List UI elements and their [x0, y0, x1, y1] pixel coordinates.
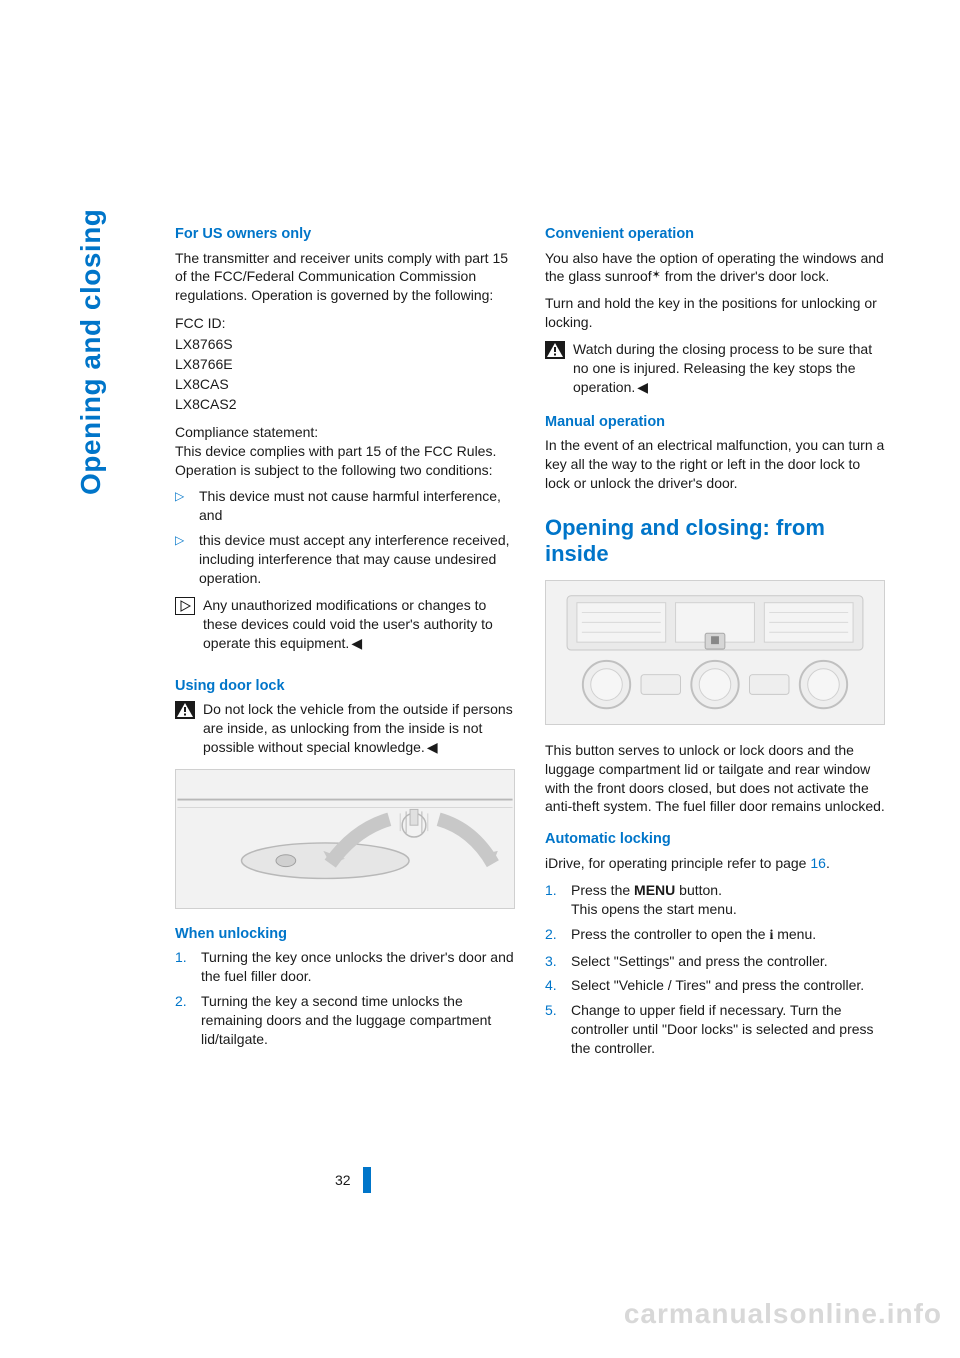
paragraph: The transmitter and receiver units compl… [175, 249, 515, 306]
list-number: 5. [545, 1001, 561, 1058]
two-column-layout: For US owners only The transmitter and r… [175, 225, 885, 1298]
page-container: Opening and closing For US owners only T… [0, 0, 960, 1358]
list-item-text: Turning the key a second time unlocks th… [201, 992, 515, 1049]
warning-text: Do not lock the vehicle from the outside… [203, 700, 515, 757]
fcc-id: LX8CAS2 [175, 394, 515, 414]
list-number: 2. [175, 992, 191, 1049]
end-mark-icon: ◀ [351, 634, 362, 653]
list-item: 2. Press the controller to open the i me… [545, 925, 885, 946]
note-icon [175, 597, 195, 615]
fcc-id-label: FCC ID: [175, 313, 515, 333]
list-item-text: this device must accept any interference… [199, 531, 515, 588]
fcc-id-block: FCC ID: LX8766S LX8766E LX8CAS LX8CAS2 [175, 313, 515, 414]
page-number: 32 [335, 1167, 371, 1193]
heading-convenient-op: Convenient operation [545, 225, 885, 245]
bullet-list: ▷ This device must not cause harmful int… [175, 487, 515, 587]
fcc-id: LX8766S [175, 334, 515, 354]
note-text: Any unauthorized modifications or change… [203, 596, 515, 653]
paragraph: Compliance statement: This device compli… [175, 423, 515, 480]
paragraph: In the event of an electrical malfunctio… [545, 436, 885, 493]
numbered-list: 1. Turning the key once unlocks the driv… [175, 948, 515, 1048]
fcc-id: LX8CAS [175, 374, 515, 394]
asterisk-icon: ✶ [652, 269, 661, 281]
paragraph: Turn and hold the key in the positions f… [545, 294, 885, 332]
heading-door-lock: Using door lock [175, 677, 515, 697]
list-item-text: Press the MENU button.This opens the sta… [571, 881, 737, 919]
list-number: 4. [545, 976, 561, 995]
warning-icon [175, 701, 195, 719]
page-number-value: 32 [335, 1172, 351, 1188]
compliance-text: This device complies with part 15 of the… [175, 443, 496, 478]
list-item: 4. Select "Vehicle / Tires" and press th… [545, 976, 885, 995]
heading-us-owners: For US owners only [175, 225, 515, 245]
heading-manual-op: Manual operation [545, 413, 885, 433]
end-mark-icon: ◀ [427, 738, 438, 757]
figure-dashboard [545, 580, 885, 725]
warning-text: Watch during the closing process to be s… [573, 340, 885, 397]
triangle-bullet-icon: ▷ [175, 487, 189, 525]
list-item: ▷ This device must not cause harmful int… [175, 487, 515, 525]
end-mark-icon: ◀ [637, 378, 648, 397]
paragraph: iDrive, for operating principle refer to… [545, 854, 885, 873]
list-number: 1. [545, 881, 561, 919]
list-item: ▷ this device must accept any interferen… [175, 531, 515, 588]
heading-when-unlocking: When unlocking [175, 925, 515, 945]
list-item-text: Turning the key once unlocks the driver'… [201, 948, 515, 986]
list-item-text: This device must not cause harmful inter… [199, 487, 515, 525]
list-item-text: Select "Settings" and press the controll… [571, 952, 828, 971]
warning-callout: Do not lock the vehicle from the outside… [175, 700, 515, 757]
page-accent-bar [363, 1167, 371, 1193]
triangle-bullet-icon: ▷ [175, 531, 189, 588]
list-item: 1. Press the MENU button.This opens the … [545, 881, 885, 919]
list-item-text: Press the controller to open the i menu. [571, 925, 816, 946]
section-side-title: Opening and closing [75, 209, 107, 495]
list-number: 1. [175, 948, 191, 986]
note-callout: Any unauthorized modifications or change… [175, 596, 515, 653]
list-item: 2. Turning the key a second time unlocks… [175, 992, 515, 1049]
list-number: 2. [545, 925, 561, 946]
list-number: 3. [545, 952, 561, 971]
list-item: 1. Turning the key once unlocks the driv… [175, 948, 515, 986]
paragraph: You also have the option of operating th… [545, 249, 885, 287]
list-item-text: Change to upper field if necessary. Turn… [571, 1001, 885, 1058]
heading-major-inside: Opening and closing: from inside [545, 515, 885, 568]
left-column: For US owners only The transmitter and r… [175, 225, 515, 1298]
right-column: Convenient operation You also have the o… [545, 225, 885, 1298]
warning-callout: Watch during the closing process to be s… [545, 340, 885, 397]
paragraph: This button serves to unlock or lock doo… [545, 741, 885, 817]
fcc-id: LX8766E [175, 354, 515, 374]
heading-auto-locking: Automatic locking [545, 830, 885, 850]
watermark-text: carmanualsonline.info [624, 1298, 942, 1330]
numbered-list: 1. Press the MENU button.This opens the … [545, 881, 885, 1058]
warning-icon [545, 341, 565, 359]
compliance-label: Compliance statement: [175, 424, 318, 440]
list-item-text: Select "Vehicle / Tires" and press the c… [571, 976, 864, 995]
list-item: 3. Select "Settings" and press the contr… [545, 952, 885, 971]
figure-door-handle [175, 769, 515, 909]
list-item: 5. Change to upper field if necessary. T… [545, 1001, 885, 1058]
page-ref-link[interactable]: 16 [810, 855, 826, 871]
